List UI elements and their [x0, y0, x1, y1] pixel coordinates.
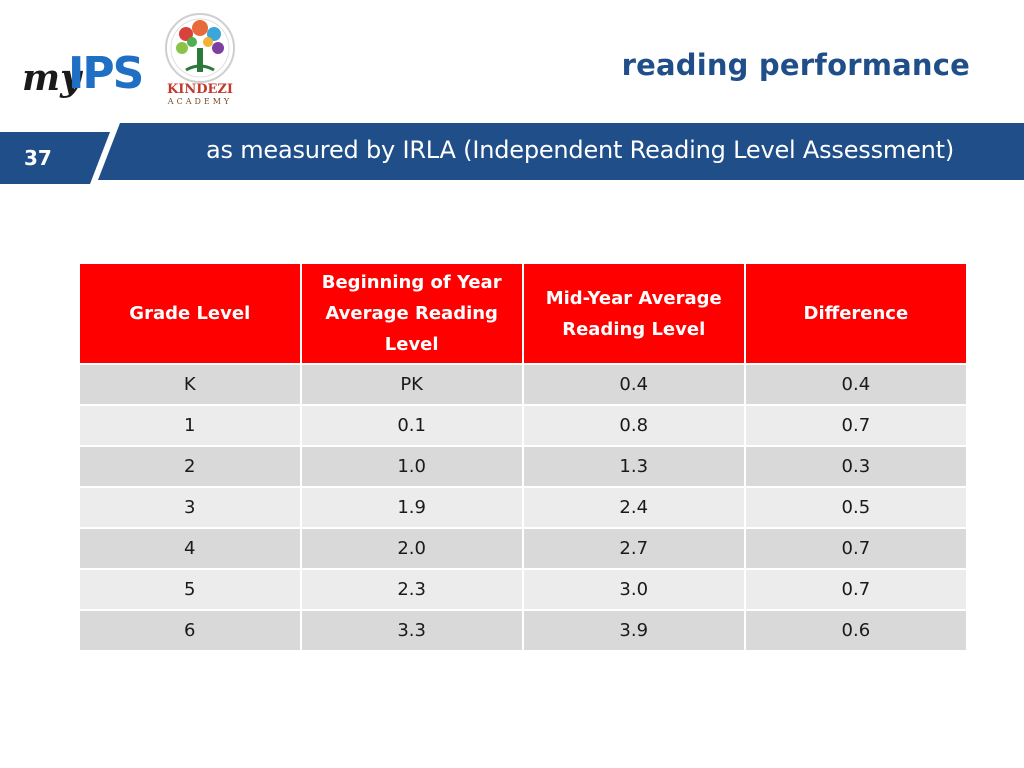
reading-performance-table: Grade Level Beginning of Year Average Re…	[78, 262, 968, 652]
cell-mid-year: 2.7	[523, 529, 744, 568]
cell-beginning: 1.9	[301, 488, 522, 527]
page-title: reading performance	[621, 48, 970, 82]
cell-beginning: PK	[301, 365, 522, 404]
cell-beginning: 2.0	[301, 529, 522, 568]
cell-difference: 0.3	[745, 447, 966, 486]
table-row: 6 3.3 3.9 0.6	[80, 611, 966, 650]
column-header-mid-year: Mid-Year Average Reading Level	[523, 264, 744, 363]
column-header-grade-level: Grade Level	[80, 264, 300, 363]
cell-grade: 5	[80, 570, 300, 609]
cell-mid-year: 0.8	[523, 406, 744, 445]
cell-beginning: 0.1	[301, 406, 522, 445]
table-row: 3 1.9 2.4 0.5	[80, 488, 966, 527]
banner-subtitle: as measured by IRLA (Independent Reading…	[206, 136, 955, 164]
cell-beginning: 3.3	[301, 611, 522, 650]
kindezi-name-text: KINDEZI	[167, 82, 233, 97]
cell-mid-year: 3.0	[523, 570, 744, 609]
cell-difference: 0.7	[745, 406, 966, 445]
column-header-difference: Difference	[745, 264, 966, 363]
cell-difference: 0.7	[745, 529, 966, 568]
cell-grade: 4	[80, 529, 300, 568]
slide-number: 37	[24, 146, 52, 170]
kindezi-sub-text: ACADEMY	[167, 97, 232, 106]
cell-mid-year: 0.4	[523, 365, 744, 404]
cell-difference: 0.7	[745, 570, 966, 609]
cell-grade: K	[80, 365, 300, 404]
cell-grade: 2	[80, 447, 300, 486]
table-row: 5 2.3 3.0 0.7	[80, 570, 966, 609]
column-header-beginning-of-year: Beginning of Year Average Reading Level	[301, 264, 522, 363]
table-header-row: Grade Level Beginning of Year Average Re…	[80, 264, 966, 363]
cell-difference: 0.5	[745, 488, 966, 527]
table-row: 1 0.1 0.8 0.7	[80, 406, 966, 445]
kindezi-logo: KINDEZI ACADEMY	[156, 8, 246, 108]
cell-grade: 1	[80, 406, 300, 445]
cell-grade: 6	[80, 611, 300, 650]
table-row: 2 1.0 1.3 0.3	[80, 447, 966, 486]
subtitle-banner: 37 as measured by IRLA (Independent Read…	[0, 120, 1024, 186]
cell-difference: 0.4	[745, 365, 966, 404]
logo-ips-text: IPS	[68, 48, 142, 99]
cell-mid-year: 1.3	[523, 447, 744, 486]
cell-beginning: 1.0	[301, 447, 522, 486]
logo-my-text: my	[22, 57, 83, 99]
cell-difference: 0.6	[745, 611, 966, 650]
cell-mid-year: 2.4	[523, 488, 744, 527]
table-row: K PK 0.4 0.4	[80, 365, 966, 404]
myips-logo: my IPS	[22, 46, 152, 106]
table-row: 4 2.0 2.7 0.7	[80, 529, 966, 568]
cell-mid-year: 3.9	[523, 611, 744, 650]
cell-beginning: 2.3	[301, 570, 522, 609]
cell-grade: 3	[80, 488, 300, 527]
banner-shape	[0, 123, 1024, 184]
